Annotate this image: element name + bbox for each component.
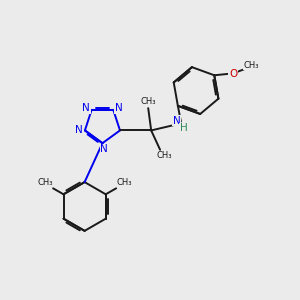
Text: CH₃: CH₃ (116, 178, 132, 187)
Text: CH₃: CH₃ (157, 151, 172, 160)
Text: N: N (100, 144, 108, 154)
Text: N: N (115, 103, 122, 113)
Text: CH₃: CH₃ (37, 178, 53, 187)
Text: N: N (82, 103, 90, 113)
Text: CH₃: CH₃ (244, 61, 259, 70)
Text: N: N (74, 125, 82, 135)
Text: O: O (229, 69, 237, 79)
Text: H: H (180, 123, 188, 133)
Text: CH₃: CH₃ (140, 97, 156, 106)
Text: N: N (172, 116, 180, 126)
